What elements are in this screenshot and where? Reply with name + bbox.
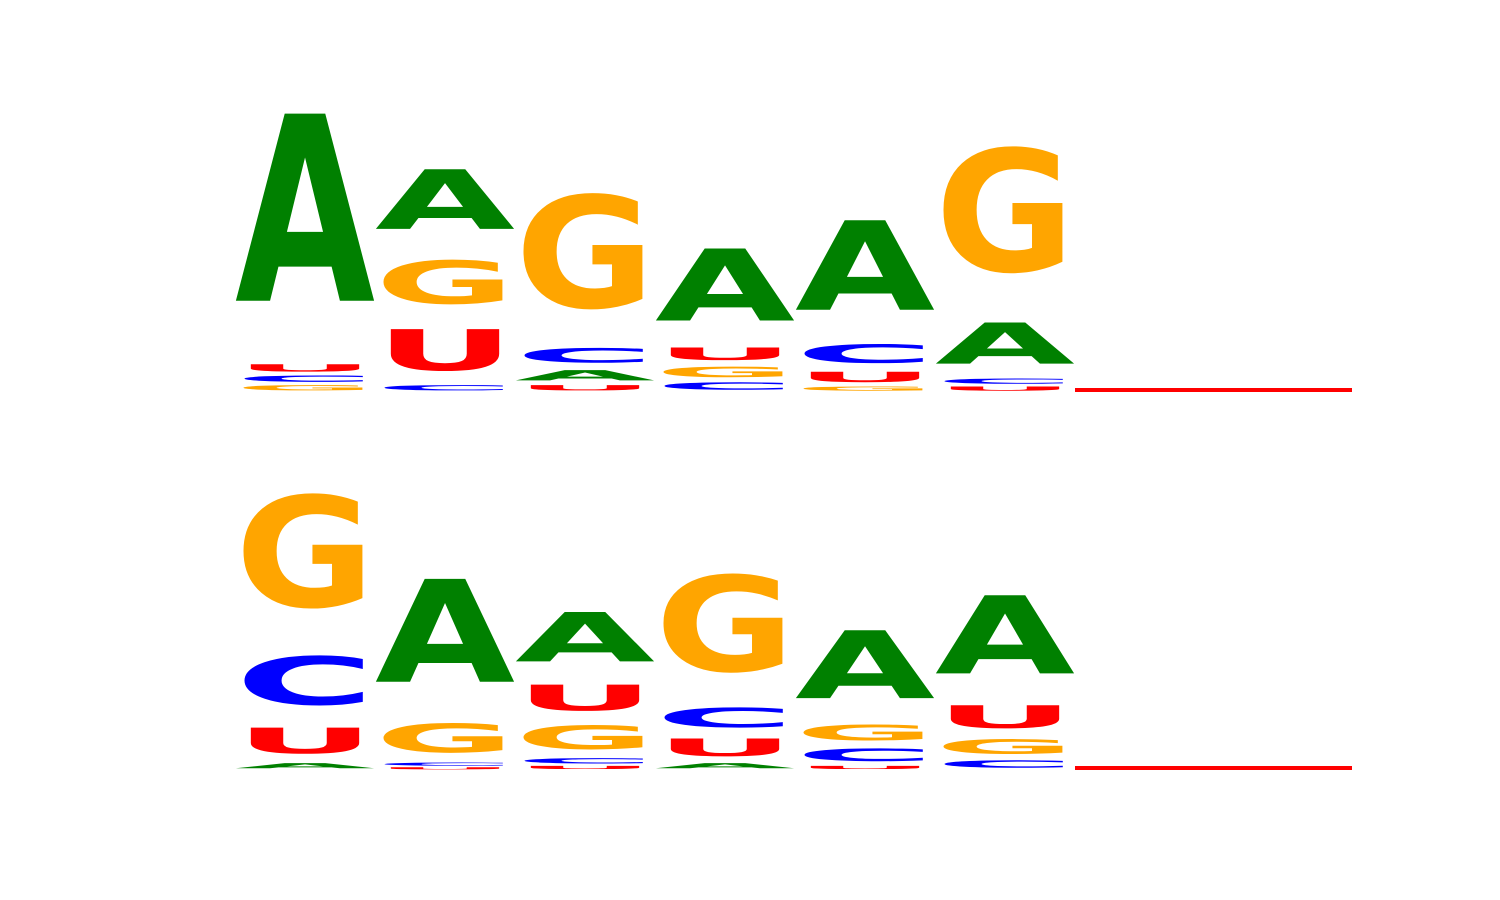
logo-1-pos-6-letter-U: U [935, 385, 1075, 392]
logo-1-pos-3-letter-A: A [515, 367, 655, 383]
logo-1-pos-3-letter-C: C [515, 344, 655, 367]
logo-1-pos-5-letter-G: G [795, 385, 935, 392]
logo-1-pos-4-letter-U: U [655, 344, 795, 364]
logo-2-pos-5-letter-G: G [795, 721, 935, 746]
logo-2-pos-4-letter-U: U [655, 734, 795, 762]
logo-1-pos-2-letter-G: G [375, 249, 515, 318]
logo-2-pos-6-letter-C: C [935, 758, 1075, 769]
logo-1-pos-1-letter-A: A [235, 64, 375, 362]
logo-1-pos-1-letter-U: U [235, 362, 375, 373]
logo-2-pos-2-letter-C: C [375, 762, 515, 767]
logo-1-pos-4-letter-G: G [655, 364, 795, 380]
logo-2-empty-baseline [1075, 766, 1352, 770]
logo-1-pos-5-letter-C: C [795, 339, 935, 368]
logo-1-pos-5-letter-A: A [795, 197, 935, 339]
logo-1-empty-baseline [1075, 388, 1352, 392]
logo-2-pos-5-letter-C: C [795, 745, 935, 765]
logo-1-pos-6-letter-G: G [935, 115, 1075, 310]
logo-1-pos-6-letter-C: C [935, 377, 1075, 385]
logo-2-pos-4-letter-G: G [655, 549, 795, 702]
logo-2-pos-6-letter-U: U [935, 699, 1075, 735]
logo-1-pos-3-letter-G: G [515, 165, 655, 344]
logo-1-pos-1-letter-C: C [235, 374, 375, 384]
logo-2-pos-3-letter-A: A [515, 599, 655, 678]
logo-2-pos-2-letter-A: A [375, 551, 515, 715]
logo-2-pos-5-letter-U: U [795, 765, 935, 770]
logo-2-pos-2-letter-U: U [375, 767, 515, 770]
logo-2-pos-1-letter-C: C [235, 643, 375, 721]
logo-2-pos-3-letter-U: U [515, 678, 655, 719]
logo-1-pos-2-letter-U: U [375, 318, 515, 384]
logo-1-pos-4-letter-A: A [655, 230, 795, 345]
logo-2-pos-5-letter-A: A [795, 611, 935, 720]
logo-2-pos-6-letter-A: A [935, 575, 1075, 700]
logo-2-pos-2-letter-G: G [375, 716, 515, 762]
logo-2-pos-6-letter-G: G [935, 735, 1075, 758]
logo-1-pos-2-letter-C: C [375, 384, 515, 392]
logo-1-pos-4-letter-C: C [655, 380, 795, 391]
logo-2-pos-3-letter-G: G [515, 719, 655, 757]
logo-1-pos-6-letter-A: A [935, 311, 1075, 377]
logo-2-pos-4-letter-C: C [655, 703, 795, 734]
logo-2-pos-4-letter-A: A [655, 762, 795, 770]
logo-1-pos-3-letter-U: U [515, 384, 655, 392]
logo-1-pos-1-letter-G: G [235, 384, 375, 392]
logo-2-pos-1-letter-U: U [235, 721, 375, 762]
logo-1-pos-2-letter-A: A [375, 154, 515, 249]
logo-1-pos-5-letter-U: U [795, 369, 935, 385]
logo-2-pos-3-letter-U: U [515, 765, 655, 770]
logo-2-pos-1-letter-A: A [235, 762, 375, 770]
logo-2-pos-3-letter-C: C [515, 757, 655, 765]
logo-2-pos-1-letter-G: G [235, 466, 375, 643]
